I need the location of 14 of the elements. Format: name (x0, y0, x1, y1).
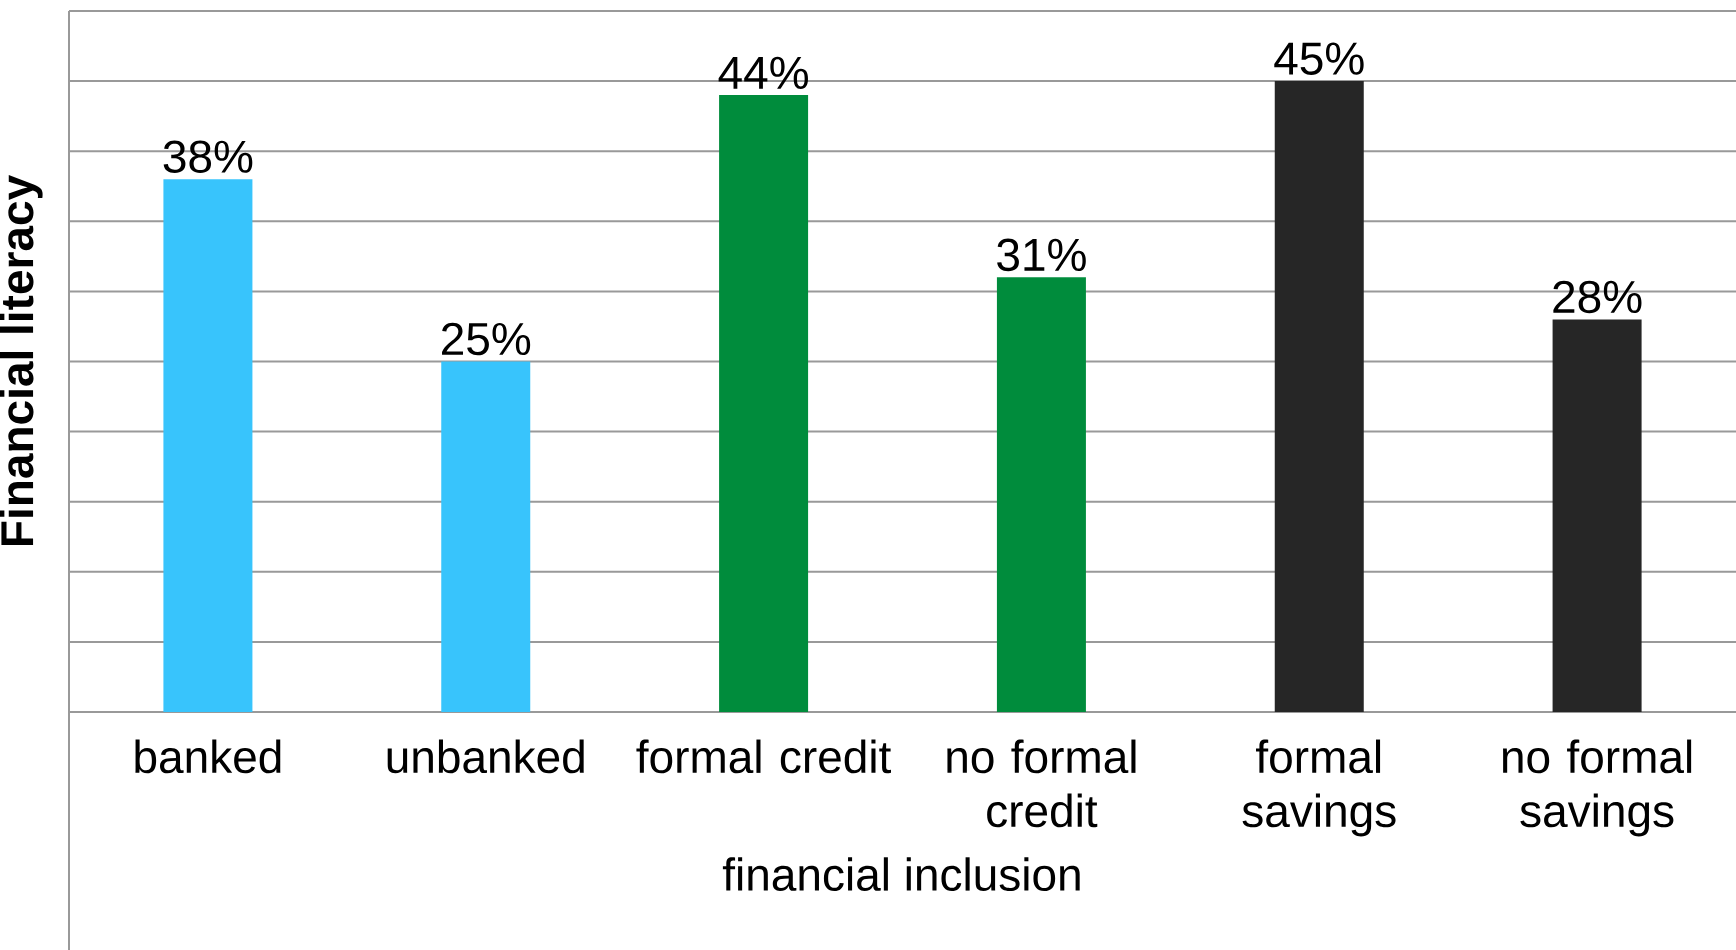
x-tick-label: no formal savings (1503, 739, 1692, 837)
data-label: 31% (997, 238, 1086, 272)
data-label: 25% (442, 322, 531, 356)
x-axis-title: financial inclusion (722, 857, 1080, 892)
data-label: 44% (718, 56, 808, 89)
y-axis-title: Financial literacy (0, 175, 43, 546)
data-label: 38% (163, 140, 253, 174)
x-tick-label: unbanked (387, 739, 584, 774)
x-tick-label: formal credit (636, 739, 891, 774)
data-label: 28% (1553, 280, 1642, 314)
x-tick-label: banked (135, 739, 281, 774)
data-label: 45% (1274, 42, 1364, 75)
x-tick-label: no formal credit (947, 739, 1136, 828)
x-tick-label: formal savings (1242, 739, 1396, 837)
